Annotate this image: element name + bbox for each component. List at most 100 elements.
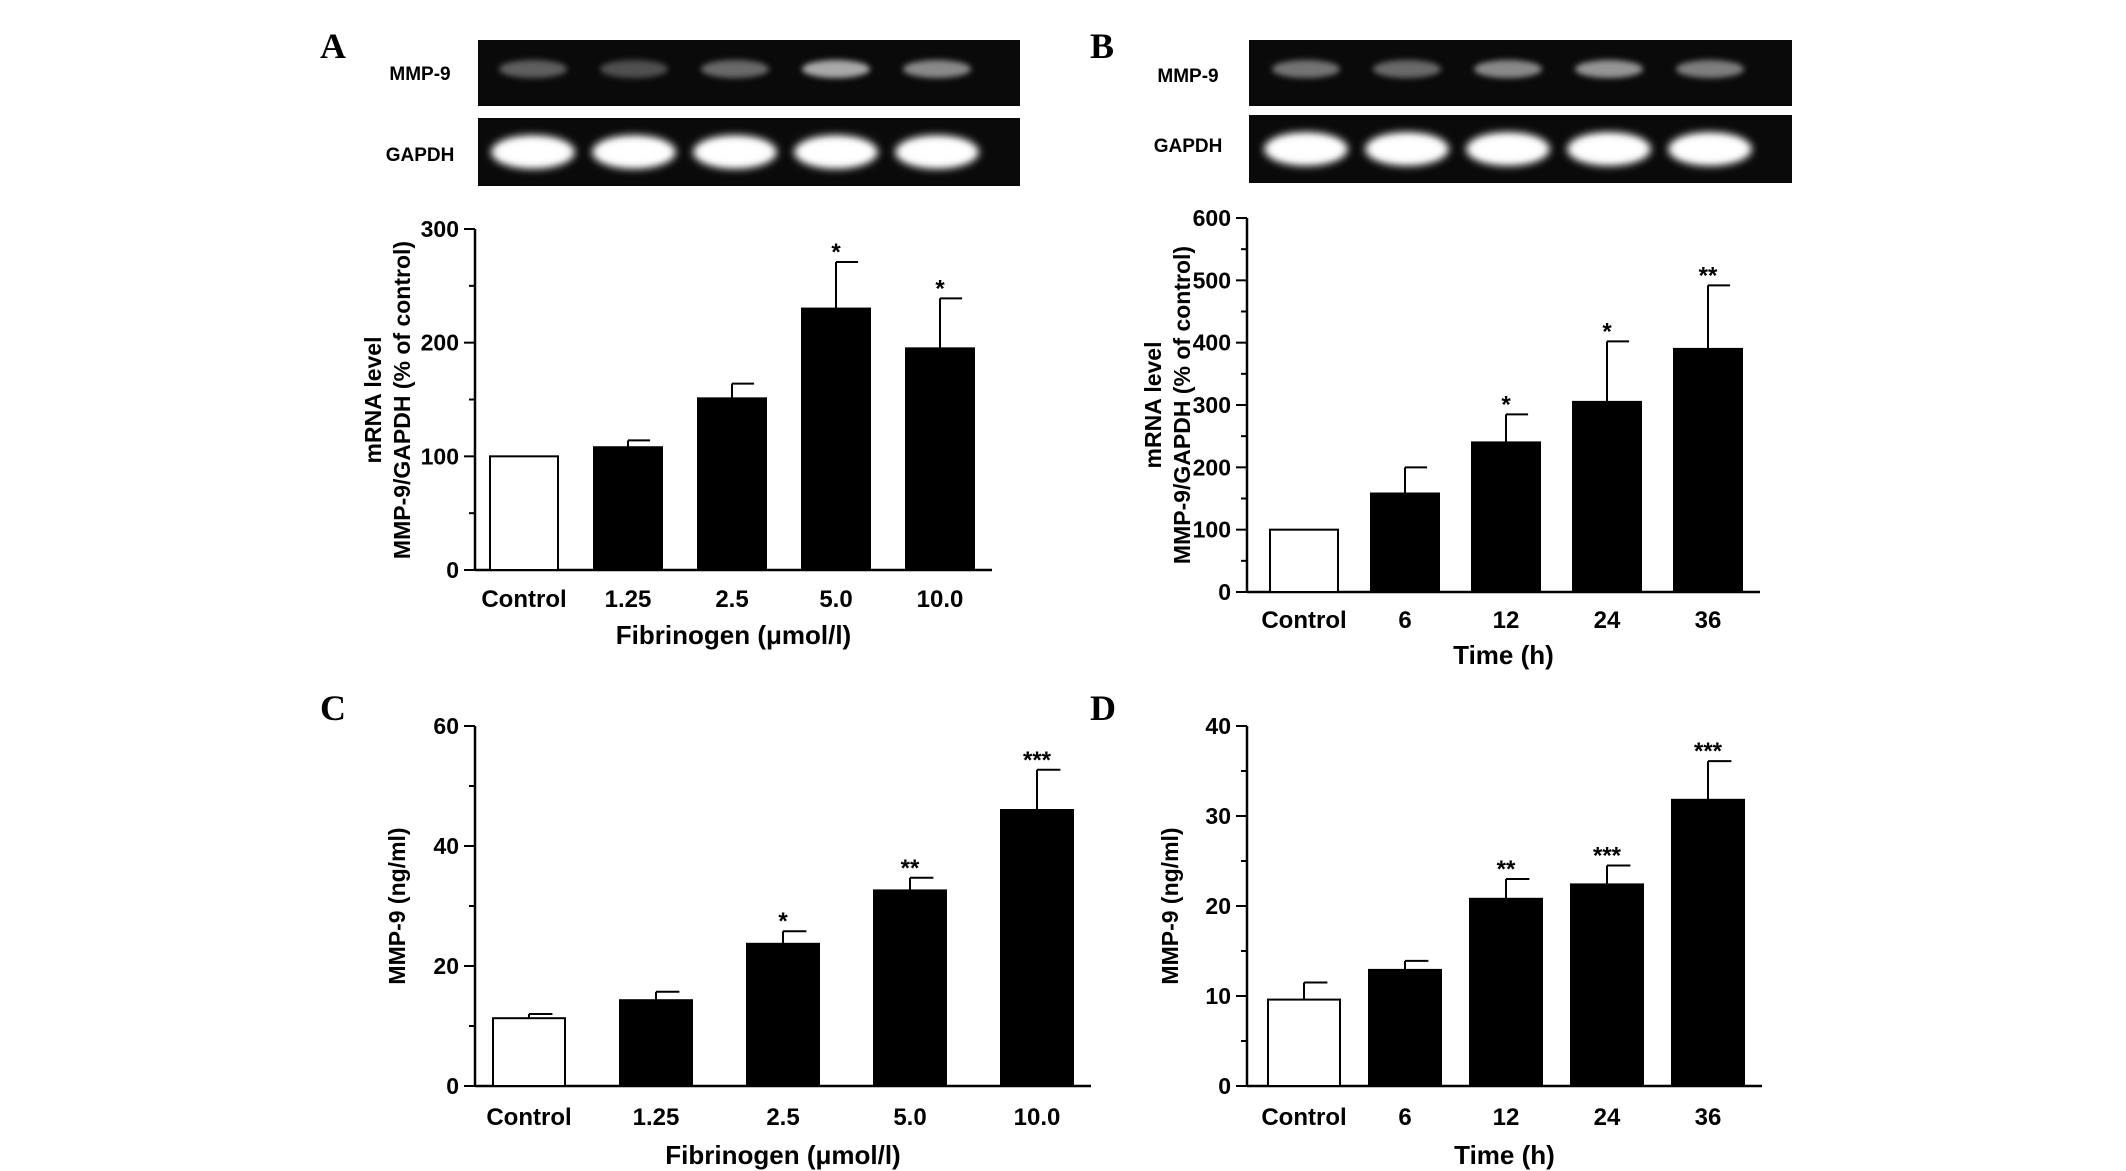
gel-band (1676, 60, 1744, 79)
bar-10-0 (1000, 809, 1074, 1087)
gel-band-core (1676, 138, 1744, 160)
y-axis-title-line: MMP-9/GAPDH (% of control) (389, 241, 415, 559)
bar-24 (1572, 400, 1642, 593)
y-axis-title: MMP-9 (ng/ml) (384, 827, 410, 984)
gel-band (1575, 60, 1643, 79)
y-tick-label: 10 (1205, 983, 1231, 1009)
bar-36 (1671, 798, 1745, 1087)
bar-control (1267, 998, 1341, 1087)
bar-12 (1471, 441, 1541, 593)
y-axis-title-line: MMP-9/GAPDH (% of control) (1169, 246, 1195, 564)
y-axis-title-line: MMP-9 (ng/ml) (384, 827, 410, 984)
x-tick-label: 5.0 (893, 1104, 926, 1131)
gel-band (499, 60, 567, 79)
significance-marker: * (935, 275, 945, 302)
x-tick-label: 2.5 (715, 586, 748, 613)
gel-band-core (1373, 138, 1441, 160)
y-axis-title: mRNA level MMP-9/GAPDH (% of control) (1140, 246, 1195, 564)
significance-marker: * (1602, 318, 1612, 345)
x-tick-label: 1.25 (605, 586, 652, 613)
y-tick-label: 0 (1218, 579, 1231, 605)
significance-marker: * (778, 908, 788, 935)
gel-panel-a: MMP-9 GAPDH (386, 40, 1020, 186)
x-tick-label: 6 (1398, 607, 1411, 634)
x-tick-label: Control (1261, 1104, 1346, 1131)
x-tick-label: 6 (1398, 1104, 1411, 1131)
bar-chart-b: 0 100 200 300 400 500 600 Control 6 * 12 * 24 ** 36 Tim… (1140, 205, 1760, 670)
significance-marker: * (831, 239, 841, 266)
gel-panel-b: MMP-9 GAPDH (1154, 40, 1792, 183)
gel-band (903, 60, 971, 79)
bar-control (489, 455, 559, 572)
y-tick-label: 200 (1193, 454, 1231, 480)
gel-label-mmp-9: MMP-9 (389, 64, 450, 85)
y-axis-title: MMP-9 (ng/ml) (1157, 827, 1183, 984)
significance-marker: ** (901, 855, 920, 882)
y-tick-label: 0 (446, 557, 459, 583)
gel-label-gapdh: GAPDH (386, 145, 455, 166)
gel-band (1373, 60, 1441, 79)
y-tick-label: 40 (433, 833, 459, 859)
y-tick-label: 60 (433, 713, 459, 739)
bar-chart-a: 0 100 200 300 Control 1.25 2.5 * 5.0 * 10.0 Fibrino… (360, 216, 992, 650)
x-tick-label: Control (486, 1104, 571, 1131)
bar-control (492, 1017, 566, 1088)
bar-12 (1469, 897, 1543, 1087)
gel-band (1272, 60, 1340, 79)
gel-band (600, 60, 668, 79)
x-tick-label: 36 (1695, 1104, 1722, 1131)
bar-6 (1368, 968, 1442, 1088)
gel-band-core (600, 141, 668, 163)
bar-chart-c: 0 20 40 60 Control 1.25 * 2.5 ** 5.0 *** 10.0 Fibrin… (384, 713, 1091, 1170)
x-tick-label: 10.0 (917, 586, 964, 613)
significance-marker: ** (1699, 262, 1718, 289)
gel-band (802, 60, 870, 79)
panel-letter-B: B (1090, 26, 1114, 66)
bar-36 (1673, 347, 1743, 593)
y-tick-label: 500 (1193, 267, 1231, 293)
y-tick-label: 200 (421, 330, 459, 356)
x-tick-label: 36 (1695, 607, 1722, 634)
bar-5-0 (873, 889, 947, 1088)
gel-band (701, 60, 769, 79)
y-tick-label: 400 (1193, 330, 1231, 356)
bar-2-5 (746, 942, 820, 1087)
y-tick-label: 40 (1205, 713, 1231, 739)
y-tick-label: 100 (1193, 517, 1231, 543)
y-axis-title-line: mRNA level (360, 337, 386, 464)
y-tick-label: 0 (1218, 1073, 1231, 1099)
y-tick-label: 0 (446, 1073, 459, 1099)
figure-root: A BC DMMP-9GAPDHMMP-9GAPDH0100200300Contro… (320, 26, 1792, 1170)
y-axis-title: mRNA level MMP-9/GAPDH (% of control) (360, 241, 415, 559)
gel-band-core (499, 141, 567, 163)
significance-marker: *** (1023, 747, 1052, 774)
x-tick-label: 24 (1594, 607, 1621, 634)
gel-label-gapdh: GAPDH (1154, 136, 1223, 157)
y-tick-label: 600 (1193, 205, 1231, 231)
bar-6 (1370, 492, 1440, 593)
gel-band-core (1272, 138, 1340, 160)
panel-letter-D: D (1090, 688, 1116, 728)
bar-1-25 (619, 999, 693, 1088)
bar-1-25 (593, 446, 663, 571)
bar-24 (1570, 883, 1644, 1088)
significance-marker: *** (1593, 843, 1622, 870)
y-axis-title-line: mRNA level (1140, 342, 1166, 469)
y-tick-label: 300 (1193, 392, 1231, 418)
gel-band-core (701, 141, 769, 163)
y-tick-label: 300 (421, 216, 459, 242)
significance-marker: ** (1497, 856, 1516, 883)
x-tick-label: 5.0 (819, 586, 852, 613)
x-tick-label: 10.0 (1014, 1104, 1061, 1131)
y-tick-label: 100 (421, 443, 459, 469)
x-axis-title: Time (h) (1454, 1140, 1555, 1170)
bar-10-0 (905, 347, 975, 571)
x-tick-label: Control (481, 586, 566, 613)
x-tick-label: 1.25 (633, 1104, 680, 1131)
x-tick-label: 12 (1493, 607, 1520, 634)
significance-marker: *** (1694, 738, 1723, 765)
x-tick-label: 24 (1594, 1104, 1621, 1131)
x-axis-title: Fibrinogen (μmol/l) (616, 620, 851, 650)
gel-band-core (802, 141, 870, 163)
bar-chart-d: 0 10 20 30 40 Control 6 ** 12 *** 24 *** 36 Time (h) M… (1157, 713, 1762, 1170)
